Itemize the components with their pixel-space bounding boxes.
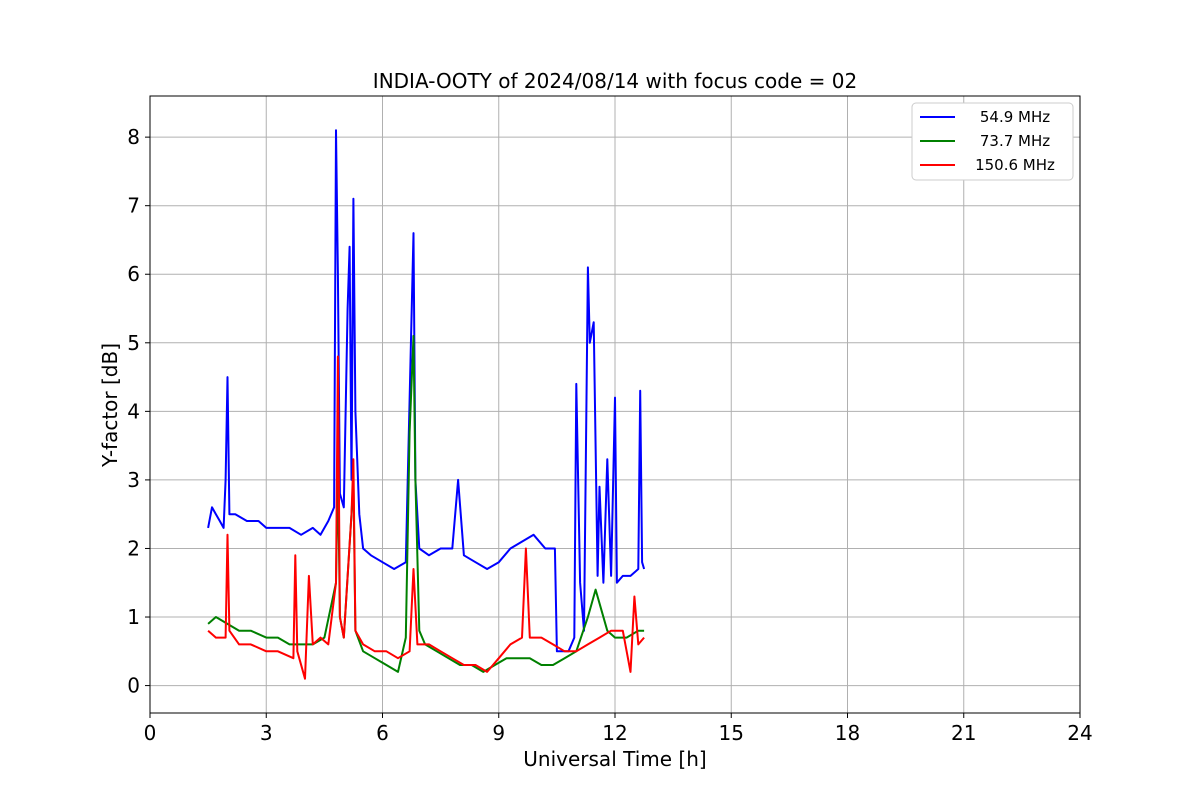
y-tick-label: 2 — [127, 536, 140, 560]
legend-label: 150.6 MHz — [975, 156, 1055, 174]
chart-title: INDIA-OOTY of 2024/08/14 with focus code… — [373, 69, 857, 93]
y-tick-label: 4 — [127, 399, 140, 423]
x-tick-label: 24 — [1067, 721, 1092, 745]
x-axis: 0 3 6 9 12 15 18 21 24 — [144, 713, 1093, 745]
series-line-150-6-mhz — [207, 355, 645, 680]
x-tick-label: 6 — [376, 721, 389, 745]
y-tick-label: 7 — [127, 194, 140, 218]
series-layer — [207, 129, 646, 680]
x-tick-label: 12 — [602, 721, 627, 745]
y-tick-label: 1 — [127, 605, 140, 629]
x-tick-label: 3 — [260, 721, 273, 745]
x-tick-label: 18 — [835, 721, 860, 745]
legend-label: 54.9 MHz — [980, 108, 1050, 126]
y-axis: 0 1 2 3 4 5 6 7 8 — [127, 125, 150, 698]
series-line-54-9-mhz — [207, 129, 646, 653]
x-tick-label: 0 — [144, 721, 157, 745]
y-tick-label: 0 — [127, 674, 140, 698]
x-axis-title: Universal Time [h] — [523, 747, 706, 771]
x-tick-label: 21 — [951, 721, 976, 745]
y-tick-label: 3 — [127, 468, 140, 492]
y-tick-label: 8 — [127, 125, 140, 149]
y-tick-label: 6 — [127, 262, 140, 286]
legend: 54.9 MHz 73.7 MHz 150.6 MHz — [911, 102, 1074, 181]
legend-label: 73.7 MHz — [980, 132, 1050, 150]
legend-box — [911, 102, 1074, 181]
x-tick-label: 9 — [492, 721, 505, 745]
y-tick-label: 5 — [127, 331, 140, 355]
y-axis-title: Y-factor [dB] — [98, 343, 122, 468]
x-tick-label: 15 — [719, 721, 744, 745]
